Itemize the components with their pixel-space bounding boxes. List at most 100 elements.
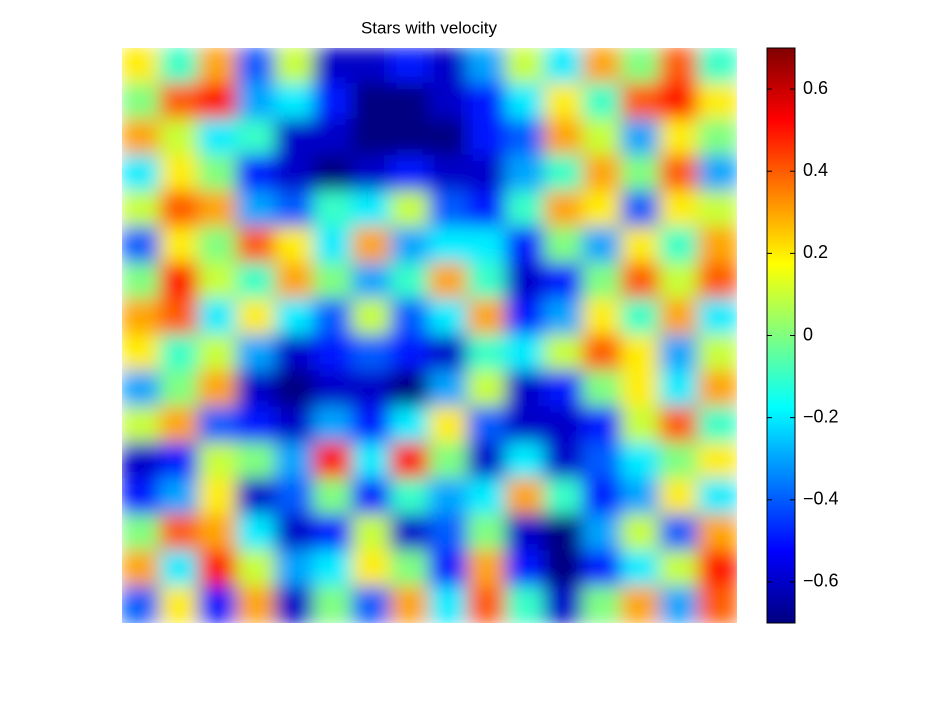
cell	[390, 586, 431, 623]
cell	[274, 478, 316, 517]
cell	[697, 514, 737, 553]
cell	[505, 442, 546, 481]
cell	[428, 478, 469, 517]
cell	[582, 48, 623, 85]
cell	[697, 370, 737, 409]
cell	[274, 82, 316, 121]
cell	[274, 298, 316, 337]
cell	[466, 514, 508, 553]
cell	[351, 118, 393, 157]
cell	[697, 262, 737, 301]
cell	[659, 514, 700, 553]
cell	[122, 550, 162, 589]
cell	[659, 586, 700, 623]
cell	[697, 154, 737, 193]
cell	[122, 262, 162, 301]
cell	[582, 406, 623, 445]
cell	[313, 154, 354, 193]
cell	[505, 118, 546, 157]
cell	[313, 190, 354, 229]
cell	[351, 82, 393, 121]
cell	[466, 550, 508, 589]
cell	[351, 48, 393, 85]
cell	[428, 262, 469, 301]
cell	[159, 82, 200, 121]
cell	[428, 586, 469, 623]
cell	[543, 334, 585, 373]
cell	[351, 262, 393, 301]
cell	[659, 190, 700, 229]
cell	[659, 82, 700, 121]
cell	[236, 370, 277, 409]
cell	[313, 550, 354, 589]
cell	[466, 154, 508, 193]
cell	[197, 550, 239, 589]
cell	[197, 334, 239, 373]
cell	[582, 82, 623, 121]
cell	[351, 586, 393, 623]
cell	[274, 514, 316, 553]
cell	[313, 226, 354, 265]
cell	[313, 48, 354, 85]
cell	[351, 514, 393, 553]
cell	[466, 48, 508, 85]
cell	[505, 334, 546, 373]
cell	[543, 262, 585, 301]
cell	[313, 586, 354, 623]
cell	[505, 586, 546, 623]
cell	[197, 586, 239, 623]
cell	[697, 406, 737, 445]
cell	[697, 48, 737, 85]
cell	[274, 406, 316, 445]
cell	[197, 406, 239, 445]
cell	[390, 82, 431, 121]
cell	[659, 48, 700, 85]
cell	[351, 154, 393, 193]
cell	[390, 262, 431, 301]
cell	[351, 406, 393, 445]
cell	[313, 298, 354, 337]
cell	[313, 370, 354, 409]
cell	[122, 478, 162, 517]
cell	[159, 226, 200, 265]
cell	[543, 442, 585, 481]
cell	[582, 298, 623, 337]
cell	[122, 298, 162, 337]
colorbar-tick-label: 0.4	[803, 160, 828, 180]
cell	[236, 154, 277, 193]
cell	[582, 442, 623, 481]
cell	[274, 442, 316, 481]
cell	[620, 190, 662, 229]
cell	[159, 586, 200, 623]
cell	[313, 514, 354, 553]
cell	[390, 190, 431, 229]
cell	[620, 154, 662, 193]
cell	[236, 82, 277, 121]
cell	[428, 190, 469, 229]
cell	[351, 190, 393, 229]
cell	[390, 334, 431, 373]
cell	[313, 334, 354, 373]
cell	[390, 406, 431, 445]
cell	[466, 82, 508, 121]
cell	[313, 262, 354, 301]
colorbar-tick-label: 0.6	[803, 78, 828, 98]
cell	[236, 226, 277, 265]
cell	[390, 298, 431, 337]
cell	[620, 334, 662, 373]
cell	[159, 406, 200, 445]
cell	[236, 442, 277, 481]
cell	[197, 370, 239, 409]
cell	[236, 190, 277, 229]
cell	[697, 478, 737, 517]
cell	[466, 190, 508, 229]
cell	[159, 190, 200, 229]
cell	[659, 154, 700, 193]
cell	[274, 334, 316, 373]
cell	[122, 334, 162, 373]
cell	[390, 550, 431, 589]
cell	[505, 370, 546, 409]
cell	[505, 550, 546, 589]
cell	[543, 586, 585, 623]
